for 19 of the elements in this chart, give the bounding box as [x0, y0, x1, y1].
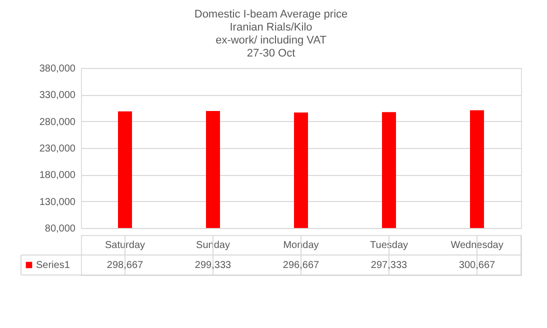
chart-title: Domestic I-beam Average price Iranian Rials/Kilo ex-work/ including VAT 27-30 Oct — [194, 8, 348, 60]
x-tick-label: Sunday — [196, 240, 230, 251]
y-tick-label: 230,000 — [39, 144, 76, 154]
x-tick-label: Saturday — [104, 240, 146, 251]
x-tick-label: Tuesday — [370, 240, 408, 251]
y-tick-label: 180,000 — [39, 170, 76, 182]
y-tick-label: 80,000 — [44, 224, 76, 234]
x-tick-label: Monday — [283, 240, 319, 251]
y-tick-label: 130,000 — [39, 196, 76, 208]
y-tick-label: 380,000 — [39, 64, 76, 74]
legend-label: Series1 — [36, 260, 70, 271]
y-tick-label: 330,000 — [39, 90, 76, 102]
data-label: 298,667 — [106, 260, 144, 271]
data-label: 300,667 — [458, 260, 496, 271]
data-label: 299,333 — [194, 260, 232, 271]
y-tick-label: 280,000 — [39, 116, 76, 128]
data-label: 297,333 — [370, 260, 408, 271]
x-tick-label: Wednesday — [450, 240, 504, 251]
data-label: 296,667 — [282, 260, 320, 271]
